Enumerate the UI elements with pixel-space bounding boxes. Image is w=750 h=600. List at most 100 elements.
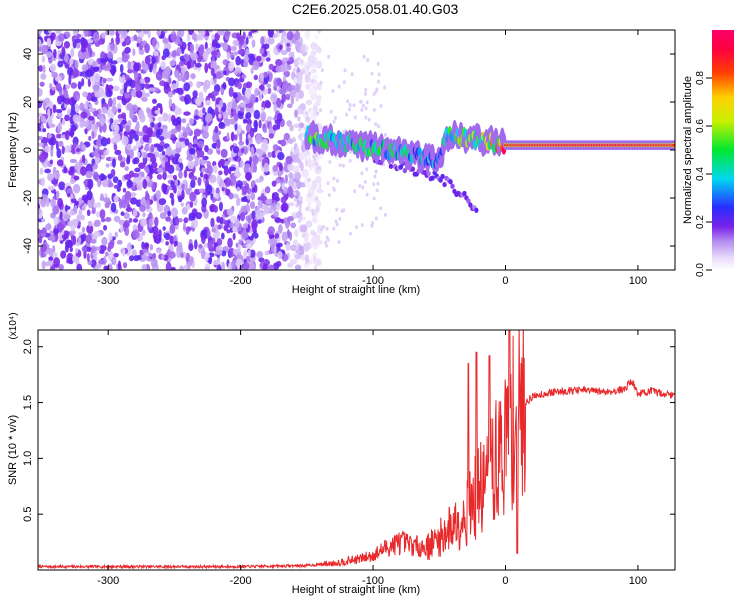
spectrogram-cell: [295, 72, 299, 77]
spectrogram-cell: [358, 183, 362, 188]
spectrogram-cell: [203, 120, 207, 127]
spectrogram-cell: [272, 164, 279, 172]
spectrogram-cell: [211, 50, 218, 57]
spectrogram-cell: [141, 264, 147, 270]
spectrogram-cell: [76, 95, 80, 102]
spectrogram-cell: [190, 175, 198, 181]
spectrogram-cell: [123, 220, 130, 229]
spectrogram-cell: [57, 49, 61, 55]
spectrogram-cell: [350, 72, 354, 77]
spectrogram-cell: [54, 171, 60, 180]
spectrogram-cell: [143, 146, 150, 152]
spectrogram-cell: [300, 253, 306, 261]
spectrogram-cell: [349, 231, 353, 236]
spectrogram-cell: [191, 143, 198, 148]
spectrogram-cell: [69, 128, 75, 138]
spectrogram-cell: [156, 30, 162, 36]
colorbar-ticks: 0.0 0.2 0.4 0.6 0.8: [695, 71, 712, 277]
spectrogram-cell: [64, 114, 70, 122]
spectrogram-cell: [372, 182, 376, 187]
spectrogram-cell: [347, 107, 351, 112]
spectrogram-cell: [292, 136, 296, 141]
spectrogram-cell: [325, 226, 329, 231]
spectrogram-cell: [199, 44, 205, 54]
spectrogram-cell: [249, 249, 256, 258]
spectrogram-cell: [114, 124, 120, 134]
spectrogram-cell: [76, 147, 80, 153]
spectrogram-cell: [85, 170, 93, 179]
spectrogram-cell: [219, 217, 224, 225]
spectrogram-cell: [75, 242, 80, 247]
x-tick-label: -100: [362, 275, 384, 287]
spectrogram-cell: [83, 30, 89, 38]
spectrogram-cell: [192, 90, 198, 98]
y-tick-label: 20: [22, 96, 34, 108]
spectrogram-y-axis: -40 -20 0 20 40: [22, 48, 675, 254]
spectrogram-cell: [180, 252, 184, 258]
spectrogram-cell: [100, 51, 106, 61]
spectrogram-cell: [260, 111, 267, 121]
spectrogram-cell: [272, 144, 279, 152]
spectrogram-cell: [256, 55, 262, 62]
spectrogram-cell: [237, 72, 241, 78]
spectrogram-cell: [59, 211, 63, 221]
spectrogram-cell: [295, 180, 302, 190]
spectrogram-cell: [292, 67, 296, 72]
spectrogram-cell: [156, 173, 163, 180]
spectrogram-cell: [186, 32, 191, 42]
spectrogram-cell: [388, 163, 394, 169]
spectrogram-cell: [142, 63, 149, 72]
spectrogram-cell: [337, 240, 341, 245]
spectrogram-cell: [363, 91, 367, 96]
spectrogram-cell: [70, 48, 75, 58]
spectrogram-cell: [316, 199, 322, 208]
spectrogram-cell: [285, 242, 291, 252]
spectrogram-cell: [253, 119, 258, 129]
spectrogram-cell: [289, 244, 298, 252]
spectrogram-cell: [81, 154, 86, 164]
spectrogram-cell: [334, 219, 338, 224]
spectrogram-cell: [40, 232, 46, 238]
spectrogram-cell: [92, 31, 100, 43]
spectrogram-cell: [104, 202, 110, 209]
spectrogram-cell: [170, 33, 177, 42]
spectrogram-cell: [240, 130, 245, 135]
spectrogram-cell: [58, 264, 64, 270]
spectrogram-cell: [142, 248, 149, 254]
spectrogram-cell: [374, 122, 378, 127]
spectrogram-cell: [47, 185, 55, 191]
spectrogram-cell: [280, 65, 288, 73]
spectrogram-cell: [281, 253, 289, 262]
spectrogram-cell: [143, 83, 150, 89]
spectrogram-cell: [308, 86, 316, 96]
spectrogram-cell: [137, 72, 142, 82]
spectrogram-cell: [174, 217, 180, 226]
spectrogram-cell: [141, 89, 146, 97]
spectrogram-cell: [53, 228, 59, 235]
spectrogram-cell: [290, 95, 295, 105]
spectrogram-cell: [151, 122, 155, 127]
spectrogram-cell: [81, 245, 88, 253]
spectrogram-cell: [383, 132, 387, 137]
spectrogram-cell: [206, 164, 213, 176]
spectrogram-cell: [99, 244, 107, 252]
spectrogram-cell: [310, 115, 316, 121]
spectrogram-cell: [277, 152, 285, 161]
spectrogram-cell: [125, 124, 130, 133]
spectrogram-cell: [283, 186, 288, 195]
spectrogram-cell: [87, 115, 95, 121]
spectrogram-cell: [92, 202, 99, 209]
spectrogram-cell: [82, 108, 87, 113]
spectrogram-cell: [293, 197, 297, 202]
spectrogram-cell: [108, 232, 113, 242]
spectrogram-cell: [226, 51, 230, 61]
spectrogram-cell: [253, 163, 258, 173]
spectrogram-cell: [39, 167, 44, 175]
spectrogram-cell: [151, 182, 156, 191]
spectrogram-cell: [305, 221, 312, 227]
spectrogram-cell: [305, 74, 309, 79]
spectrogram-cell: [72, 114, 80, 123]
spectrogram-cell: [153, 235, 158, 243]
spectrogram-cell: [297, 195, 304, 202]
spectrogram-cell: [241, 185, 249, 194]
